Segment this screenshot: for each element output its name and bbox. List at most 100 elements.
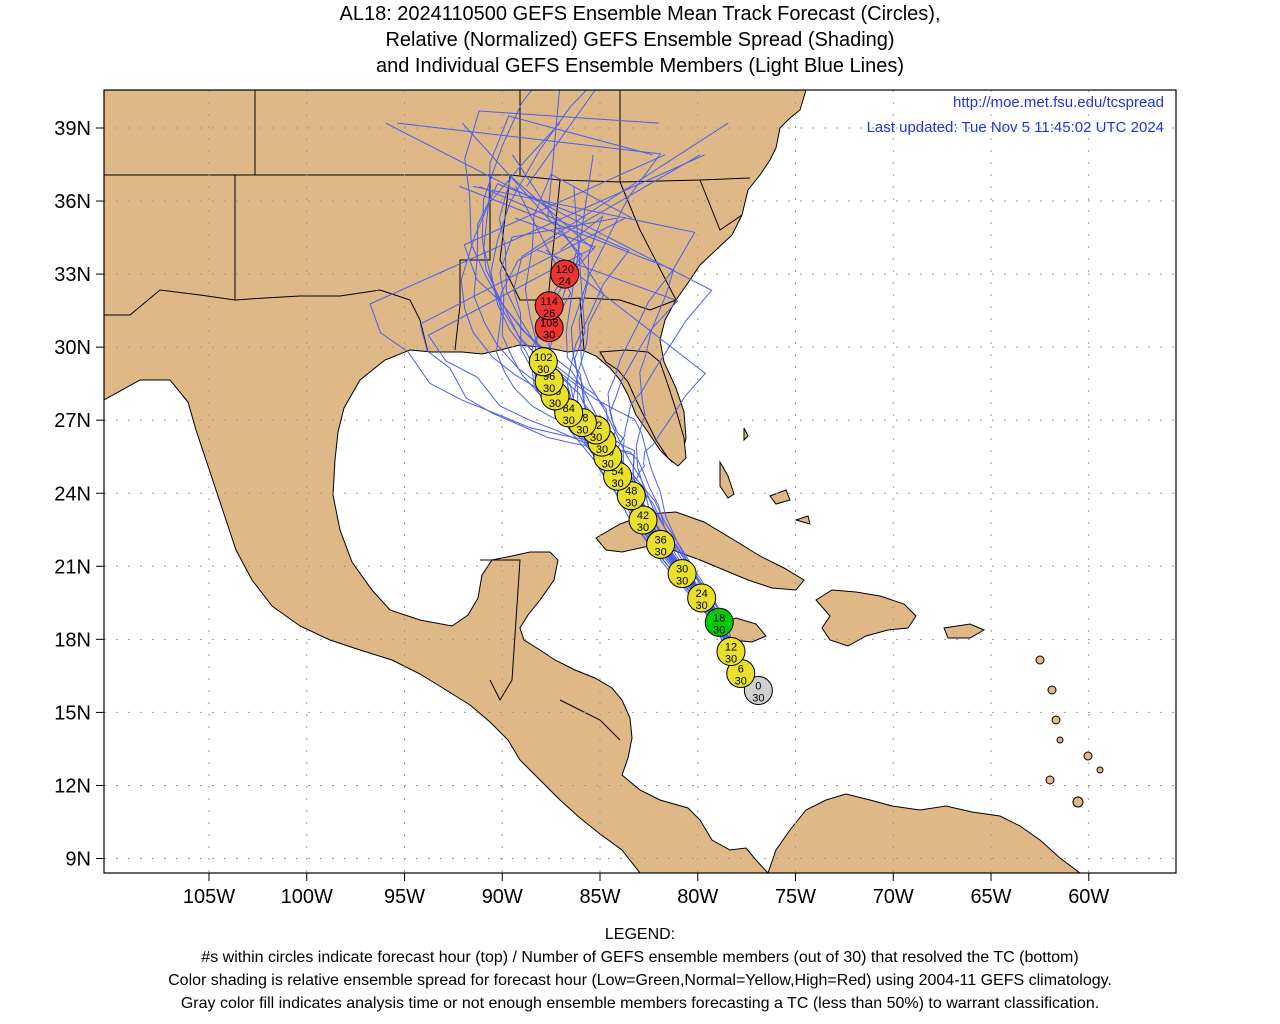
hispaniola-land (815, 589, 917, 647)
forecast-hour: 84 (563, 403, 575, 415)
lat-label: 30N (54, 337, 91, 359)
forecast-hour: 24 (696, 588, 708, 600)
member-count: 30 (563, 415, 575, 427)
lat-label: 15N (54, 702, 91, 724)
forecast-circle (534, 291, 564, 321)
lon-label: 60W (1068, 886, 1109, 908)
legend-line-1: #s within circles indicate forecast hour… (201, 949, 1079, 966)
member-count: 30 (625, 498, 637, 510)
lon-label: 90W (482, 886, 523, 908)
legend-line-3: Gray color fill indicates analysis time … (180, 995, 1100, 1012)
last-updated: Last updated: Tue Nov 5 11:45:02 UTC 202… (867, 119, 1164, 136)
forecast-hour: 42 (637, 510, 649, 522)
lon-label: 65W (970, 886, 1011, 908)
land-layer (104, 90, 1104, 873)
forecast-circle (704, 607, 734, 637)
ensemble-member-track (498, 175, 759, 691)
member-count: 30 (596, 444, 608, 456)
bahamas-land (719, 427, 811, 525)
forecast-hour: 18 (713, 612, 725, 624)
longitude-labels: 105W 100W 95W 90W 85W 80W 75W 70W 65W 60W (183, 873, 1109, 908)
plot-frame (103, 89, 1177, 874)
member-count: 30 (696, 600, 708, 612)
forecast-circle (667, 559, 697, 589)
member-count: 30 (576, 425, 588, 437)
member-count: 30 (735, 675, 747, 687)
latitude-labels: 39N 36N 33N 30N 27N 24N 21N 18N 15N 12N 9N (54, 118, 104, 871)
mexico-pacific-coast (104, 379, 641, 873)
lon-label: 75W (775, 886, 816, 908)
forecast-circle (550, 259, 580, 289)
lat-label: 27N (54, 410, 91, 432)
lat-label: 21N (54, 556, 91, 578)
forecast-hour: 0 (755, 680, 761, 692)
forecast-circle (628, 505, 658, 535)
member-count: 30 (543, 330, 555, 342)
mean-track-circles: 0306301230183024303030363042304830543060… (528, 259, 773, 705)
forecast-circle (716, 637, 746, 667)
member-count: 24 (559, 276, 571, 288)
forecast-hour: 114 (540, 296, 558, 308)
forecast-hour: 48 (625, 486, 637, 498)
member-count: 30 (602, 459, 614, 471)
forecast-hour: 120 (556, 264, 574, 276)
political-borders (104, 90, 751, 741)
member-count: 30 (537, 364, 549, 376)
forecast-hour: 36 (654, 534, 666, 546)
lat-label: 39N (54, 118, 91, 140)
forecast-hour: 108 (540, 318, 558, 330)
forecast-circle (687, 583, 717, 613)
puerto-rico-land (943, 623, 986, 639)
lat-label: 24N (54, 483, 91, 505)
credit-url[interactable]: http://moe.met.fsu.edu/tcspread (953, 94, 1164, 111)
member-count: 30 (611, 478, 623, 490)
chart-title-line-2: Relative (Normalized) GEFS Ensemble Spre… (385, 29, 895, 51)
lat-label: 18N (54, 629, 91, 651)
lat-label: 12N (54, 775, 91, 797)
member-count: 30 (676, 576, 688, 588)
lesser-antilles (1035, 655, 1104, 808)
lat-label: 33N (54, 264, 91, 286)
lon-label: 95W (384, 886, 425, 908)
chart-title-line-1: AL18: 2024110500 GEFS Ensemble Mean Trac… (339, 3, 941, 25)
member-count: 30 (549, 398, 561, 410)
forecast-point-6: 630 (726, 658, 756, 688)
forecast-circle (528, 347, 558, 377)
florida-land (599, 349, 687, 467)
member-count: 30 (752, 692, 764, 704)
forecast-hour: 102 (534, 352, 552, 364)
lon-label: 105W (183, 886, 235, 908)
member-count: 30 (637, 522, 649, 534)
lat-label: 9N (65, 849, 91, 871)
forecast-hour: 30 (676, 564, 688, 576)
chart-title-line-3: and Individual GEFS Ensemble Members (Li… (375, 55, 905, 77)
lon-label: 85W (579, 886, 620, 908)
member-count: 30 (713, 624, 725, 636)
member-count: 30 (590, 432, 602, 444)
legend-line-2: Color shading is relative ensemble sprea… (168, 972, 1112, 989)
lat-label: 36N (54, 191, 91, 213)
lon-label: 70W (873, 886, 914, 908)
forecast-point-0: 030 (743, 675, 773, 705)
member-count: 30 (725, 654, 737, 666)
member-count: 30 (654, 546, 666, 558)
lon-label: 80W (677, 886, 718, 908)
legend-heading: LEGEND: (604, 926, 676, 943)
forecast-hour: 12 (725, 642, 737, 654)
forecast-hour: 6 (738, 663, 744, 675)
forecast-circle (646, 529, 676, 559)
lon-label: 100W (281, 886, 333, 908)
member-count: 26 (543, 308, 555, 320)
